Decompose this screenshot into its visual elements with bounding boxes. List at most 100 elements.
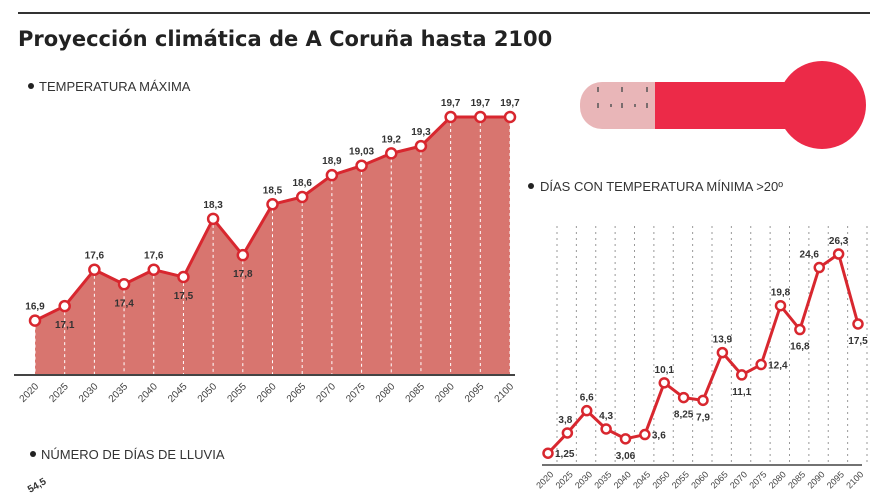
data-point (266, 198, 279, 211)
x-tick-label: 2100 (844, 469, 865, 490)
chart-title-rain-days: NÚMERO DE DÍAS DE LLUVIA (41, 447, 225, 462)
chart-title-tmin-days: DÍAS CON TEMPERATURA MÍNIMA >20º (540, 179, 783, 194)
data-point (581, 404, 593, 417)
data-point (206, 212, 220, 226)
data-label: 1,25 (555, 449, 575, 460)
x-tick-label: 2040 (136, 381, 160, 405)
data-label: 3,8 (558, 415, 572, 426)
x-tick-label: 2040 (612, 469, 633, 490)
x-tick-label: 2050 (196, 381, 220, 405)
data-label: 54,5 (26, 476, 49, 495)
data-point (658, 377, 670, 389)
x-tick-label: 2080 (374, 381, 398, 405)
data-label: 17,5 (174, 291, 194, 302)
data-point (852, 318, 864, 330)
x-tick-label: 2045 (166, 381, 190, 405)
data-label: 7,9 (696, 412, 710, 423)
x-tick-label: 2065 (709, 469, 730, 490)
data-label: 18,3 (203, 200, 223, 211)
data-point (28, 314, 42, 327)
x-tick-label: 2070 (728, 469, 749, 490)
data-point (600, 423, 612, 435)
x-tick-label: 2060 (255, 381, 279, 405)
data-point (561, 427, 574, 439)
data-point (677, 391, 690, 404)
x-tick-label: 2030 (77, 381, 101, 405)
chart-temperatura-maxima: 16,9 2020 17,1 2025 17,6 2030 17,4 2035 17,6 2040… (14, 98, 520, 405)
x-tick-label: 2075 (747, 469, 768, 490)
x-tick-label: 2020 (18, 381, 42, 405)
chart-title-tmax: TEMPERATURA MÁXIMA (39, 79, 191, 94)
data-point (444, 110, 457, 124)
data-point (147, 263, 160, 276)
data-label: 8,25 (674, 410, 694, 421)
data-label: 17,4 (114, 298, 134, 309)
data-label: 19,7 (441, 98, 461, 109)
data-label: 19,03 (349, 147, 374, 158)
x-tick-label: 2085 (404, 381, 428, 405)
data-point (385, 147, 398, 160)
data-point (832, 248, 845, 260)
data-label: 10,1 (655, 365, 675, 376)
data-label: 4,3 (599, 411, 613, 422)
data-point (325, 168, 339, 182)
data-point (755, 358, 767, 371)
x-tick-label: 2050 (650, 469, 671, 490)
x-tick-label: 2020 (534, 469, 555, 490)
data-label: 17,8 (233, 269, 253, 280)
data-point (177, 270, 190, 284)
data-point (503, 110, 517, 124)
data-label: 16,8 (790, 342, 810, 353)
data-label: 19,7 (471, 98, 491, 109)
x-tick-label: 2065 (285, 381, 309, 405)
x-tick-label: 2090 (433, 381, 457, 405)
data-label: 13,9 (713, 335, 733, 346)
x-tick-label: 2085 (786, 469, 807, 490)
x-tick-label: 2080 (767, 469, 788, 490)
x-tick-label: 2055 (225, 381, 249, 405)
data-label: 12,4 (768, 361, 788, 372)
data-label: 6,6 (580, 393, 594, 404)
data-point (236, 248, 250, 262)
data-point (355, 159, 368, 172)
data-point (794, 323, 806, 336)
data-point (295, 190, 309, 204)
data-label: 17,1 (55, 320, 75, 331)
bullet-icon (30, 451, 36, 457)
x-tick-label: 2025 (47, 381, 71, 405)
data-label: 24,6 (800, 250, 820, 261)
data-label: 11,1 (732, 387, 751, 398)
x-tick-label: 2095 (825, 469, 846, 490)
bullet-icon (28, 83, 34, 89)
data-label: 16,9 (25, 302, 45, 313)
x-tick-label: 2030 (573, 469, 594, 490)
data-label: 19,7 (500, 98, 520, 109)
data-label: 17,5 (848, 336, 868, 347)
data-point (736, 369, 748, 381)
data-point (542, 447, 554, 459)
data-point (58, 299, 71, 313)
x-tick-label: 2055 (670, 469, 691, 490)
x-tick-label: 2035 (107, 381, 131, 405)
bullet-icon (528, 183, 534, 189)
data-label: 18,6 (292, 178, 312, 189)
data-label: 26,3 (829, 236, 849, 247)
data-label: 17,6 (85, 251, 105, 262)
x-tick-label: 2100 (493, 381, 517, 405)
data-point (414, 139, 428, 153)
data-point (813, 261, 825, 274)
data-label: 3,6 (652, 431, 666, 442)
x-tick-label: 2090 (805, 469, 826, 490)
data-label: 18,9 (322, 156, 342, 167)
data-point (774, 299, 787, 312)
data-point (117, 278, 131, 291)
data-label: 19,2 (382, 134, 402, 145)
x-tick-label: 2075 (344, 381, 368, 405)
data-label: 17,6 (144, 251, 164, 262)
data-label: 3,06 (616, 451, 636, 462)
thermometer-illustration (580, 61, 866, 149)
page-title: Proyección climática de A Coruña hasta 2… (18, 27, 552, 51)
data-label: 19,3 (411, 127, 431, 138)
